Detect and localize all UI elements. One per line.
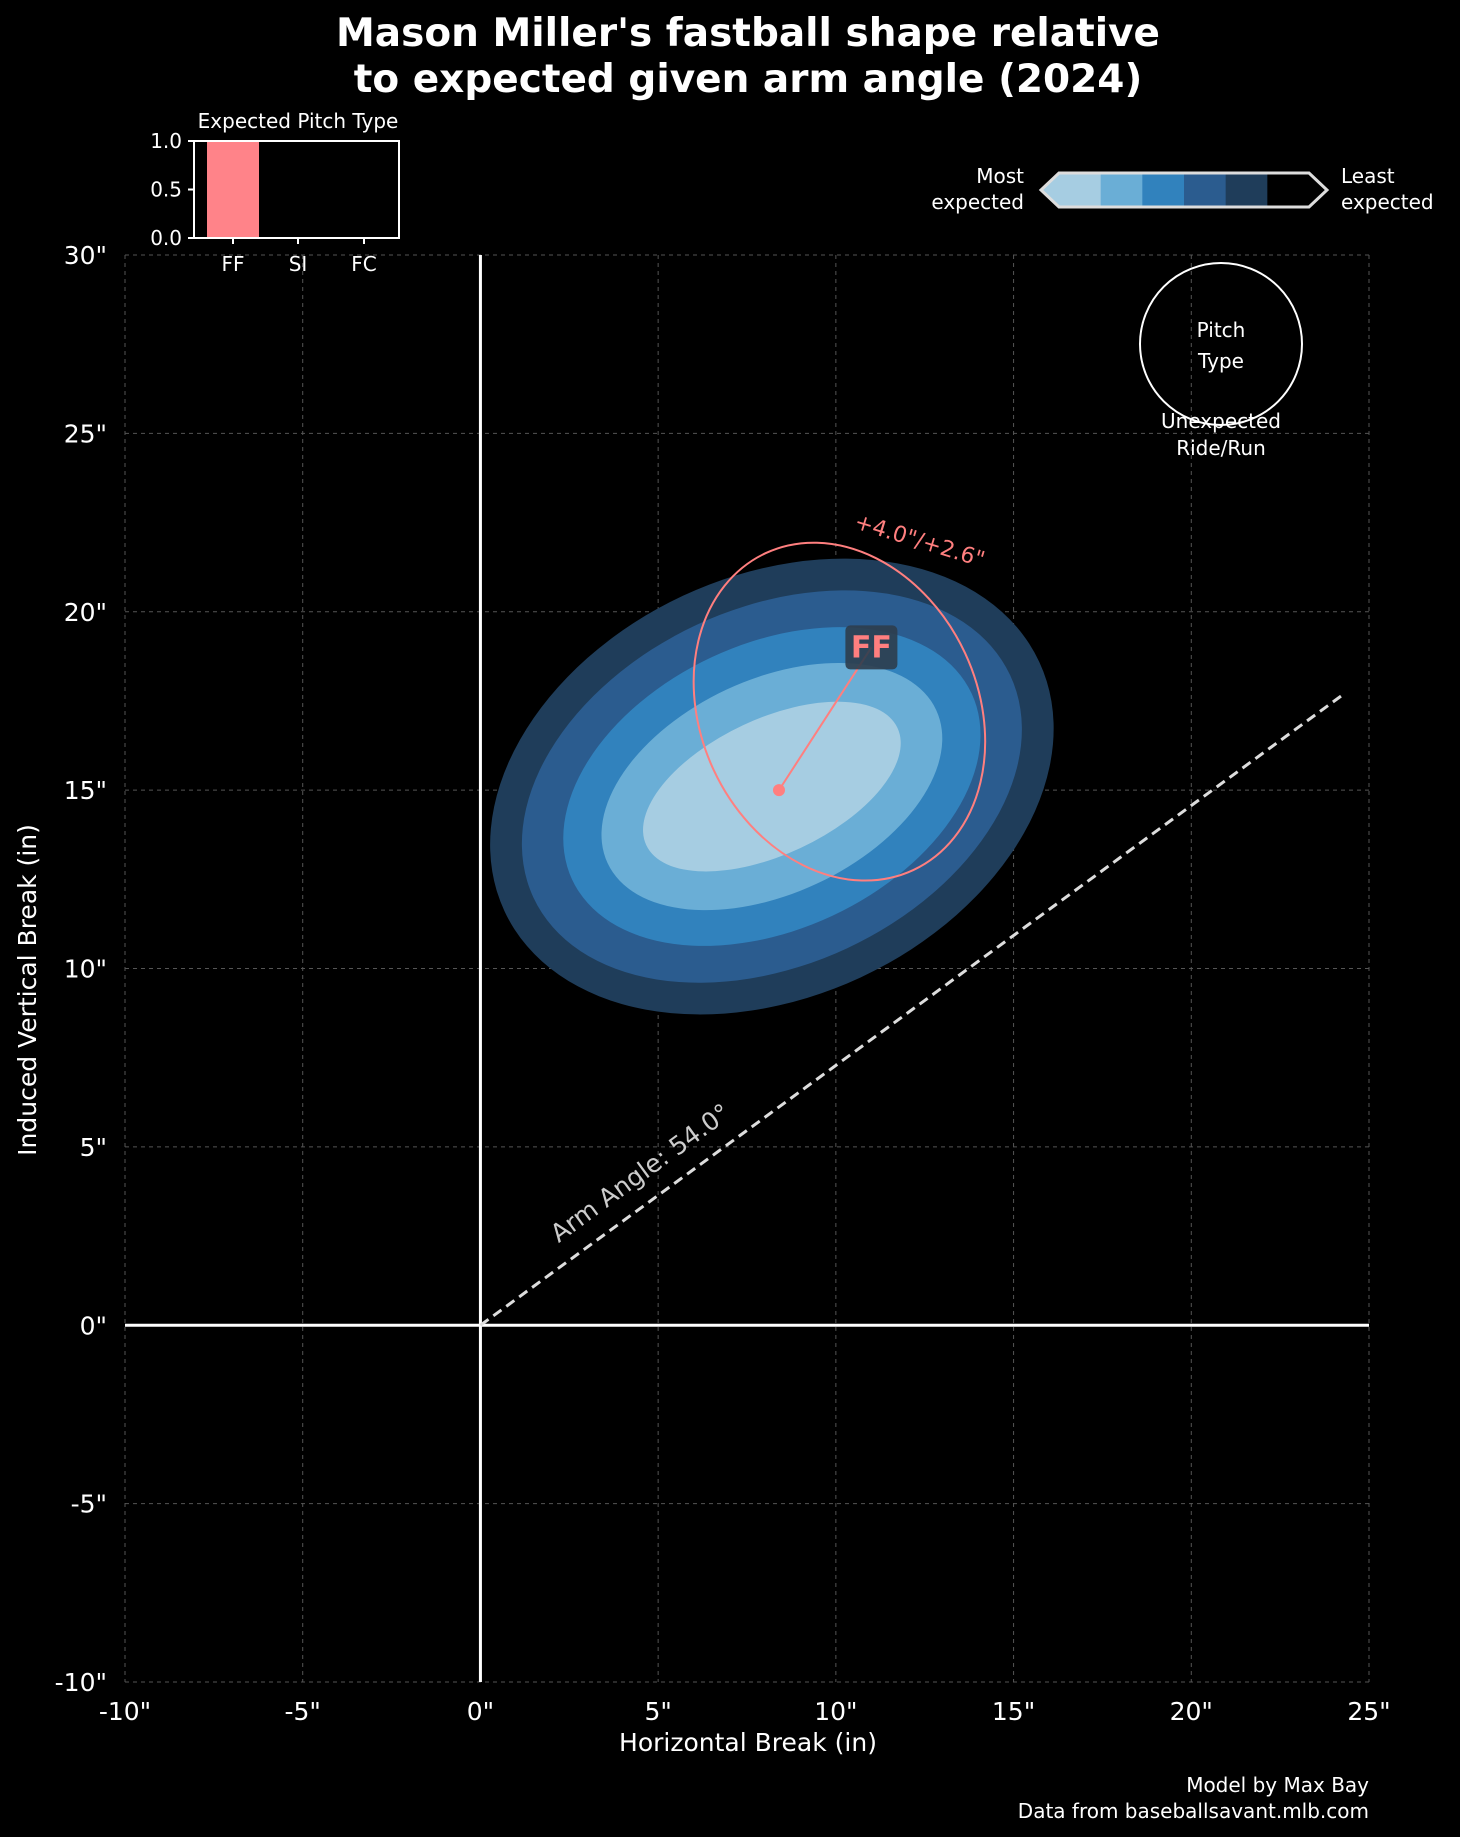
colorbar-segment: [1100, 173, 1143, 207]
y-tick-label: 0": [80, 1311, 107, 1340]
colorbar-outline: [1038, 171, 1330, 209]
inset-y-tick-label: 0.5: [150, 178, 182, 202]
chart-title-line1: Mason Miller's fastball shape relative: [336, 11, 1160, 56]
expected-location-point: [772, 784, 785, 797]
footer-source: Data from baseballsavant.mlb.com: [1018, 1799, 1369, 1823]
y-tick-label: 20": [64, 598, 107, 627]
colorbar-segment: [1059, 173, 1102, 207]
colorbar-segment: [1184, 173, 1227, 207]
colorbar-left-extension: [1041, 173, 1059, 207]
x-tick-label: -5": [284, 1697, 320, 1726]
y-tick-label: 25": [64, 419, 107, 448]
inset-bar-ff: [207, 141, 259, 238]
colorbar-right-label-1: Least: [1341, 164, 1395, 188]
x-tick-label: 15": [992, 1697, 1035, 1726]
inset-y-tick-label: 1.0: [150, 129, 182, 153]
inset-x-tick-label: SI: [289, 252, 308, 276]
legend-caption-1: Unexpected: [1161, 409, 1281, 433]
legend-circle-label-2: Type: [1197, 349, 1244, 373]
tick-labels: -10" -5" 0" 5" 10" 15" 20" 25" -10" -5" 0" 5" 10" 15"…: [55, 241, 1391, 1726]
colorbar-left-label-2: expected: [931, 190, 1024, 214]
colorbar-right-extension: [1309, 173, 1327, 207]
axes: [125, 255, 1369, 1682]
inset-expected-pitch-type: Expected Pitch Type FF SI FC 0.0 0.5 1.0: [150, 109, 400, 276]
inset-x-tick-label: FC: [351, 252, 376, 276]
pitch-label: FF: [851, 630, 892, 665]
pitch-vector-line: [778, 646, 873, 791]
colorbar-right-label-2: expected: [1341, 190, 1434, 214]
legend-caption-2: Ride/Run: [1176, 436, 1266, 460]
colorbar-left-label-1: Most: [976, 164, 1024, 188]
legend-circle-label-1: Pitch: [1197, 318, 1246, 342]
y-axis-label: Induced Vertical Break (in): [13, 824, 42, 1156]
x-tick-label: 10": [814, 1697, 857, 1726]
pitch-type-legend: Pitch Type Unexpected Ride/Run: [1139, 262, 1303, 460]
inset-x-tick-label: FF: [221, 252, 244, 276]
footer-credit: Model by Max Bay: [1186, 1773, 1369, 1797]
x-tick-label: 5": [644, 1697, 671, 1726]
y-tick-label: 15": [64, 776, 107, 805]
y-tick-label: 30": [64, 241, 107, 270]
contour-level-1: [643, 701, 901, 872]
x-tick-label: 0": [467, 1697, 494, 1726]
chart-title-line2: to expected given arm angle (2024): [354, 57, 1143, 102]
colorbar: Most expected Least expected: [931, 164, 1433, 214]
y-tick-label: 5": [80, 1133, 107, 1162]
inset-y-tick-label: 0.0: [150, 226, 182, 250]
colorbar-segment: [1142, 173, 1185, 207]
pitch-ellipse-ff: [692, 541, 987, 882]
y-tick-label: -10": [55, 1668, 107, 1697]
x-axis-label: Horizontal Break (in): [619, 1728, 877, 1757]
inset-frame-top: [193, 140, 400, 239]
pitch-label-box: [845, 625, 898, 670]
y-tick-label: 10": [64, 955, 107, 984]
x-tick-label: 20": [1170, 1697, 1213, 1726]
colorbar-segment: [1225, 173, 1268, 207]
legend-circle: [1139, 262, 1303, 426]
colorbar-segment: [1267, 173, 1310, 207]
x-tick-label: 25": [1347, 1697, 1390, 1726]
expected-contours: [490, 558, 1054, 1015]
inset-title: Expected Pitch Type: [198, 109, 399, 133]
arm-angle-dashed-line: [479, 692, 1346, 1327]
y-tick-label: -5": [71, 1490, 107, 1519]
x-tick-label: -10": [99, 1697, 151, 1726]
